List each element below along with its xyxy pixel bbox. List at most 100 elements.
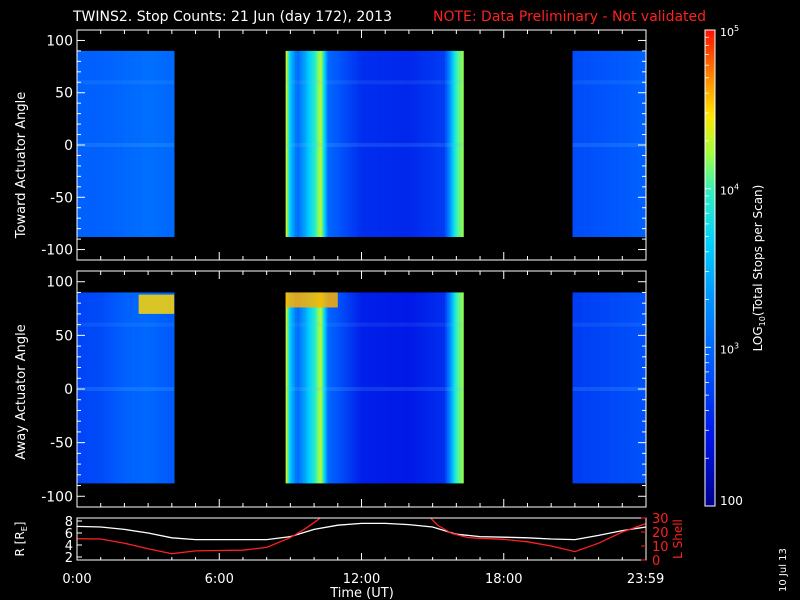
heatmap-column	[120, 292, 123, 484]
heatmap-column	[312, 292, 315, 484]
heatmap-column	[407, 50, 410, 237]
heatmap-column	[109, 50, 112, 237]
heatmap-column	[408, 292, 412, 484]
heatmap-column	[382, 292, 385, 484]
away-y-axis-label: Away Actuator Angle	[14, 324, 29, 459]
heatmap-column	[614, 292, 617, 484]
heatmap-column	[591, 50, 594, 237]
heatmap-column	[587, 50, 590, 237]
heatmap-column	[77, 50, 80, 237]
heatmap-column	[370, 292, 374, 484]
heatmap-column	[116, 292, 120, 484]
angle-band	[285, 322, 464, 327]
heatmap-column	[86, 50, 89, 237]
heatmap-column	[353, 50, 357, 237]
heatmap-column	[103, 50, 106, 237]
heatmap-column	[126, 50, 129, 237]
heatmap-column	[616, 50, 619, 237]
heatmap-column	[585, 292, 588, 484]
heatmap-column	[80, 50, 83, 237]
heatmap-column	[458, 50, 461, 237]
heatmap-column	[631, 50, 634, 237]
chart-title: TWINS2. Stop Counts: 21 Jun (day 172), 2…	[72, 9, 392, 25]
heatmap-column	[621, 50, 625, 237]
heatmap-column	[352, 50, 355, 237]
heatmap-column	[158, 292, 161, 484]
heatmap-column	[604, 292, 607, 484]
away-heatmap	[77, 292, 647, 484]
heatmap-column	[600, 292, 604, 484]
heatmap-column	[350, 292, 353, 484]
heatmap-column	[113, 292, 116, 484]
angle-band	[77, 143, 175, 147]
heatmap-column	[389, 292, 393, 484]
heatmap-column	[608, 292, 611, 484]
heatmap-column	[77, 292, 80, 484]
y-tick-label: -50	[50, 190, 73, 206]
angle-band	[285, 80, 464, 85]
heatmap-column	[401, 50, 404, 237]
heatmap-column	[338, 292, 341, 484]
time-tick-label: 18:00	[485, 572, 522, 587]
heatmap-column	[302, 292, 305, 484]
heatmap-column	[114, 292, 118, 484]
heatmap-column	[635, 50, 638, 237]
heatmap-column	[95, 50, 99, 237]
heatmap-column	[448, 292, 451, 484]
heatmap-column	[355, 50, 359, 237]
heatmap-column	[435, 50, 438, 237]
heatmap-column	[437, 292, 440, 484]
heatmap-column	[380, 50, 383, 237]
lshell-tick-label: 0	[652, 554, 660, 569]
heatmap-column	[456, 50, 459, 237]
heatmap-column	[452, 292, 455, 484]
heatmap-column	[135, 50, 138, 237]
heatmap-column	[587, 292, 590, 484]
heatmap-column	[107, 50, 110, 237]
colorbar-label: LOG10(Total Stops per Scan)	[751, 185, 767, 352]
heatmap-column	[623, 50, 626, 237]
heatmap-column	[386, 292, 389, 484]
heatmap-column	[627, 50, 630, 237]
heatmap-column	[355, 292, 359, 484]
heatmap-column	[424, 292, 427, 484]
heatmap-column	[118, 50, 121, 237]
angle-band	[572, 80, 646, 85]
heatmap-column	[295, 292, 298, 484]
heatmap-column	[386, 50, 389, 237]
heatmap-column	[581, 292, 585, 484]
heatmap-column	[636, 292, 640, 484]
radius-tick-label: 2	[65, 551, 73, 566]
heatmap-column	[610, 50, 613, 237]
heatmap-column	[602, 50, 606, 237]
heatmap-column	[162, 50, 165, 237]
heatmap-column	[359, 292, 362, 484]
heatmap-column	[314, 50, 317, 237]
heatmap-column	[408, 50, 412, 237]
heatmap-column	[578, 292, 581, 484]
heatmap-column	[399, 292, 402, 484]
heatmap-column	[460, 292, 463, 484]
heatmap-column	[95, 292, 99, 484]
heatmap-column	[625, 292, 628, 484]
heatmap-column	[374, 50, 377, 237]
heatmap-column	[619, 50, 623, 237]
y-tick-label: 100	[46, 275, 73, 291]
heatmap-column	[160, 292, 163, 484]
heatmap-column	[393, 292, 396, 484]
heatmap-column	[285, 50, 288, 237]
heatmap-column	[431, 50, 434, 237]
heatmap-column	[353, 292, 357, 484]
heatmap-column	[370, 50, 374, 237]
heatmap-column	[572, 50, 575, 237]
y-tick-label: -100	[41, 243, 73, 259]
radius-tick-label: 6	[65, 527, 73, 542]
heatmap-column	[344, 50, 347, 237]
heatmap-column	[424, 50, 427, 237]
heatmap-column	[315, 292, 319, 484]
radius-tick-label: 4	[65, 539, 73, 554]
heatmap-column	[456, 292, 459, 484]
y-tick-label: 50	[55, 86, 73, 102]
heatmap-column	[342, 50, 345, 237]
